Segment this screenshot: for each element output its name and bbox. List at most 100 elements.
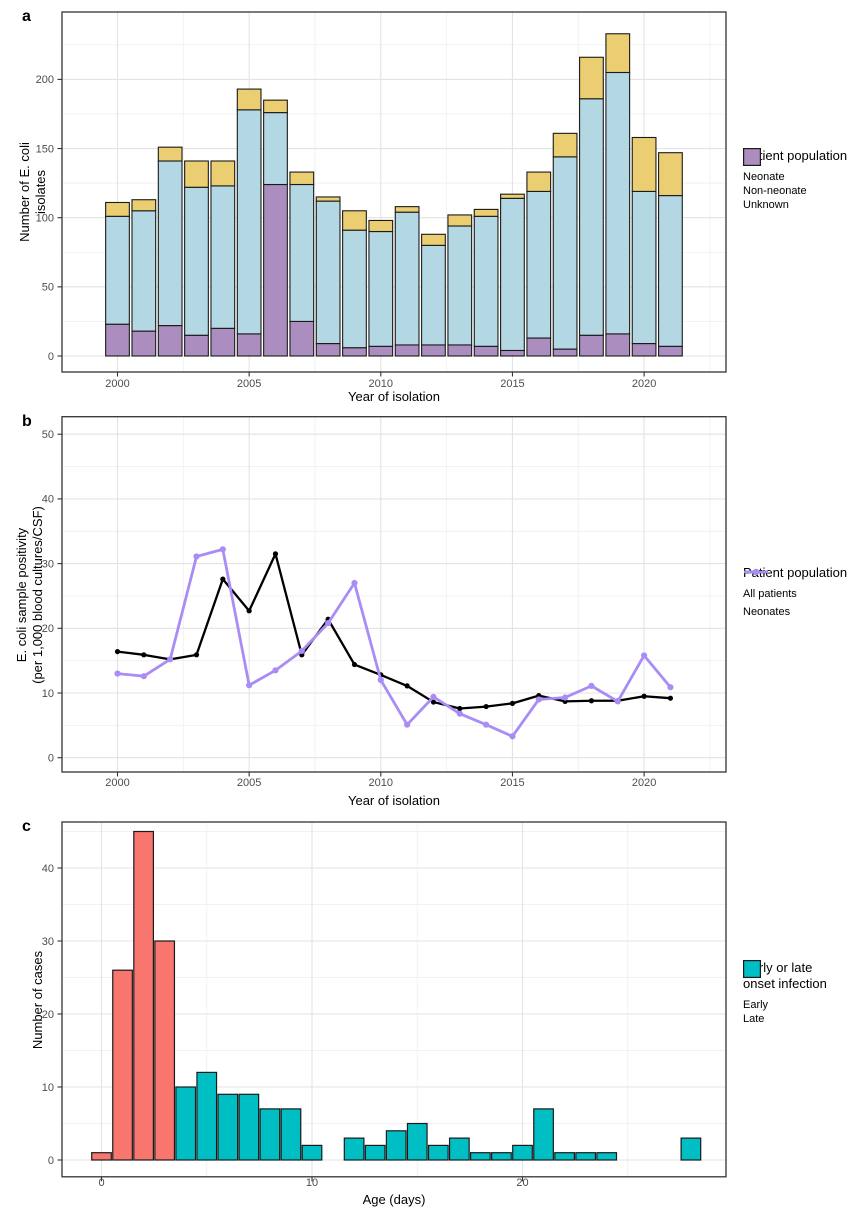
bar-late (512, 1144, 533, 1161)
point-neonates (219, 546, 226, 553)
bar-segment-non-neonate (421, 244, 446, 346)
legend-item: Neonates (743, 568, 859, 618)
bar-segment-unknown (368, 345, 394, 357)
legend-item: All patients (743, 569, 859, 600)
bar-segment-neonate (210, 160, 236, 187)
panel-a-letter: a (22, 8, 31, 25)
bar-late (491, 1152, 512, 1161)
late-swatch-icon (743, 960, 761, 978)
legend-label: Neonate (743, 171, 785, 183)
point-neonates (377, 676, 384, 684)
bar-segment-non-neonate (605, 71, 631, 335)
panel-b-letter: b (22, 413, 32, 430)
point-neonates (588, 682, 595, 689)
y-tick-label: 20 (42, 1009, 54, 1021)
y-tick-label: 10 (42, 688, 54, 700)
bar-segment-unknown (421, 344, 446, 357)
point-all-patients (114, 648, 121, 655)
panel-b-y-axis-title: E. coli sample positivity (per 1,000 blo… (14, 506, 46, 684)
bar-segment-unknown (236, 333, 262, 357)
legend-label: Non-neonate (743, 185, 807, 197)
panel-border (61, 821, 727, 1178)
y-tick-label: 40 (42, 863, 54, 875)
bar-segment-non-neonate (105, 215, 130, 325)
point-neonates (641, 652, 648, 659)
unknown-swatch-rect (743, 148, 761, 166)
bar-segment-neonate (658, 152, 683, 197)
legend-title-line: onset infection (743, 976, 827, 991)
y-axis-title-line: Number of cases (30, 950, 45, 1050)
bar-segment-unknown (105, 323, 130, 357)
y-tick-label: 150 (36, 143, 54, 155)
bar-late (280, 1108, 302, 1161)
y-tick-label: 200 (36, 74, 54, 86)
point-all-patients (141, 652, 147, 658)
y-tick-label: 50 (42, 429, 54, 441)
panel-b-legend: Patient population All patients Neonates (743, 565, 859, 624)
y-axis-title-line: Number of E. coli (17, 142, 32, 242)
bar-late (343, 1137, 365, 1161)
bar-segment-unknown (500, 349, 525, 357)
bar-segment-unknown (579, 334, 604, 357)
bar-segment-neonate (605, 33, 631, 74)
point-neonates (614, 698, 621, 705)
bar-early (91, 1152, 112, 1161)
legend-title: Patient population (743, 148, 848, 163)
bar-segment-non-neonate (157, 160, 183, 327)
x-tick-label: 2005 (237, 378, 261, 390)
panel-b: 0 10 20 30 40 50 2000 2005 2010 2015 2020 b E. col… (0, 405, 859, 810)
bar-segment-neonate (500, 193, 525, 199)
bar-late (448, 1137, 470, 1161)
bar-segment-neonate (473, 208, 499, 217)
bar-early (112, 969, 133, 1161)
point-neonates (167, 656, 174, 663)
neonates-point (752, 568, 760, 576)
bar-segment-unknown (184, 334, 209, 357)
bar-segment-non-neonate (500, 197, 525, 352)
point-neonates (325, 620, 332, 627)
bar-late (575, 1152, 597, 1161)
x-tick-label: 2020 (632, 378, 656, 390)
line-neonates (116, 547, 672, 738)
bar-late (217, 1093, 239, 1161)
point-neonates (351, 579, 358, 587)
panel-c-plot: 0 10 20 30 40 0 10 20 (42, 821, 727, 1189)
bar-segment-non-neonate (131, 210, 157, 332)
bar-late (301, 1144, 323, 1161)
bar-segment-neonate (315, 196, 341, 202)
line-all-patients (116, 552, 672, 710)
bar-segment-non-neonate (210, 185, 236, 329)
legend-label: Neonates (743, 606, 791, 618)
bar-early (154, 940, 176, 1161)
bar-segment-neonate (157, 146, 183, 162)
legend-item: Non-neonate (743, 148, 859, 197)
bar-late (427, 1144, 449, 1161)
point-neonates (272, 667, 279, 674)
y-tick-label: 0 (48, 351, 54, 363)
bar-segment-non-neonate (315, 200, 341, 345)
y-tick-label: 30 (42, 558, 54, 570)
bar-segment-unknown (394, 344, 420, 357)
y-axis-title-line: (per 1,000 blood cultures/CSF) (30, 506, 45, 684)
panel-a-y-axis-title: Number of E. coli isolates (17, 142, 49, 242)
legend-label: Early (743, 999, 769, 1011)
point-neonates (509, 733, 516, 740)
panel-a: 0 50 100 150 200 2000 2005 2010 2015 2020 a Numbe… (0, 0, 859, 405)
legend-label: All patients (743, 588, 797, 600)
y-tick-label: 0 (48, 753, 54, 765)
bar-segment-unknown (473, 345, 499, 357)
legend-label: Unknown (743, 199, 789, 211)
bar-segment-unknown (157, 325, 183, 357)
bar-segment-unknown (552, 348, 578, 357)
unknown-swatch-icon (743, 148, 761, 166)
bar-segment-neonate (631, 136, 657, 192)
bar-late (364, 1144, 386, 1161)
y-tick-label: 30 (42, 936, 54, 948)
bar-late (680, 1137, 702, 1161)
bar-segment-neonate (236, 88, 262, 111)
point-neonates (193, 553, 200, 560)
point-all-patients (588, 698, 595, 704)
panel-b-x-axis-title: Year of isolation (347, 793, 441, 808)
bar-segment-non-neonate (289, 183, 315, 322)
